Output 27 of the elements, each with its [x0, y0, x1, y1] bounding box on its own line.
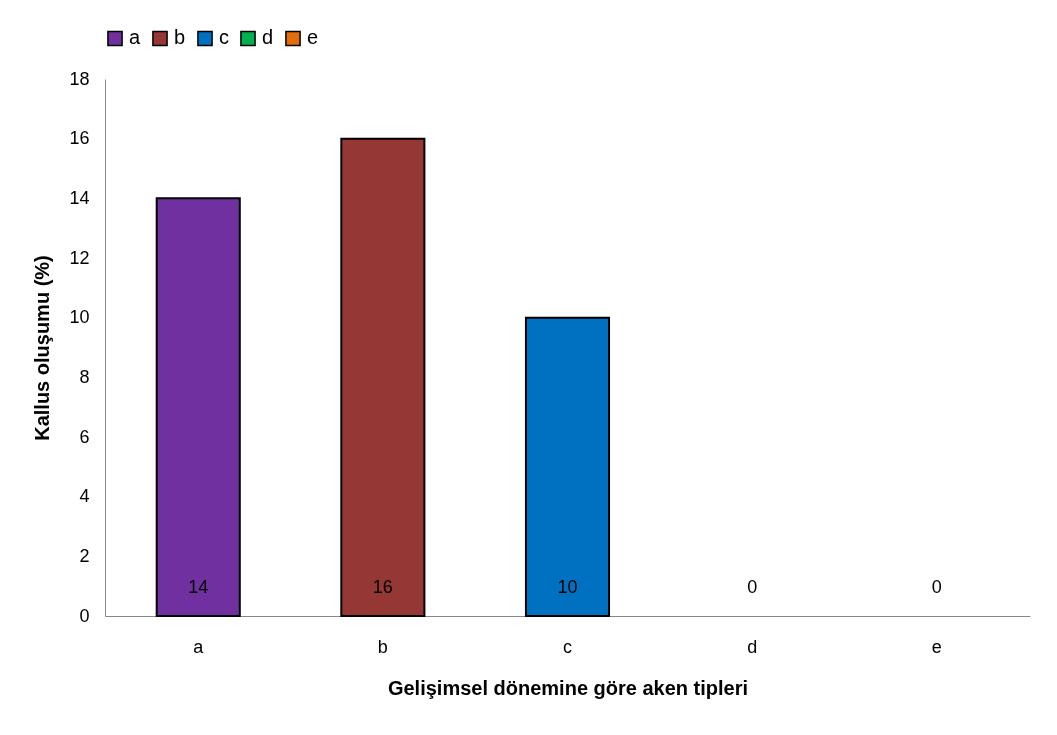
legend-label: e — [307, 26, 319, 49]
x-tick-label: c — [563, 636, 572, 657]
x-tick-label: e — [931, 636, 942, 657]
y-tick-label: 0 — [79, 605, 90, 626]
data-label: 0 — [747, 577, 758, 597]
legend-label: b — [174, 26, 186, 49]
x-axis-title: Gelişimsel dönemine göre aken tipleri — [387, 676, 749, 699]
y-tick-label: 18 — [69, 68, 90, 89]
y-axis-title: Kallus oluşumu (%) — [31, 255, 54, 441]
legend-label: d — [262, 26, 274, 49]
y-tick-label: 10 — [69, 307, 90, 328]
legend-label: c — [219, 26, 229, 49]
data-label: 0 — [931, 577, 942, 597]
y-tick-label: 14 — [69, 187, 90, 208]
legend-label: a — [129, 26, 141, 49]
y-tick-label: 16 — [69, 128, 90, 149]
y-tick-label: 12 — [69, 247, 90, 268]
y-tick-label: 8 — [79, 366, 90, 387]
x-tick-label: b — [377, 636, 388, 657]
data-label: 16 — [372, 577, 393, 597]
y-tick-label: 4 — [79, 486, 90, 507]
x-tick-label: a — [193, 636, 205, 657]
x-tick-label: d — [747, 636, 758, 657]
data-label: 10 — [557, 577, 578, 597]
y-tick-label: 6 — [79, 426, 90, 447]
y-tick-label: 2 — [79, 545, 90, 566]
data-label: 14 — [188, 577, 209, 597]
